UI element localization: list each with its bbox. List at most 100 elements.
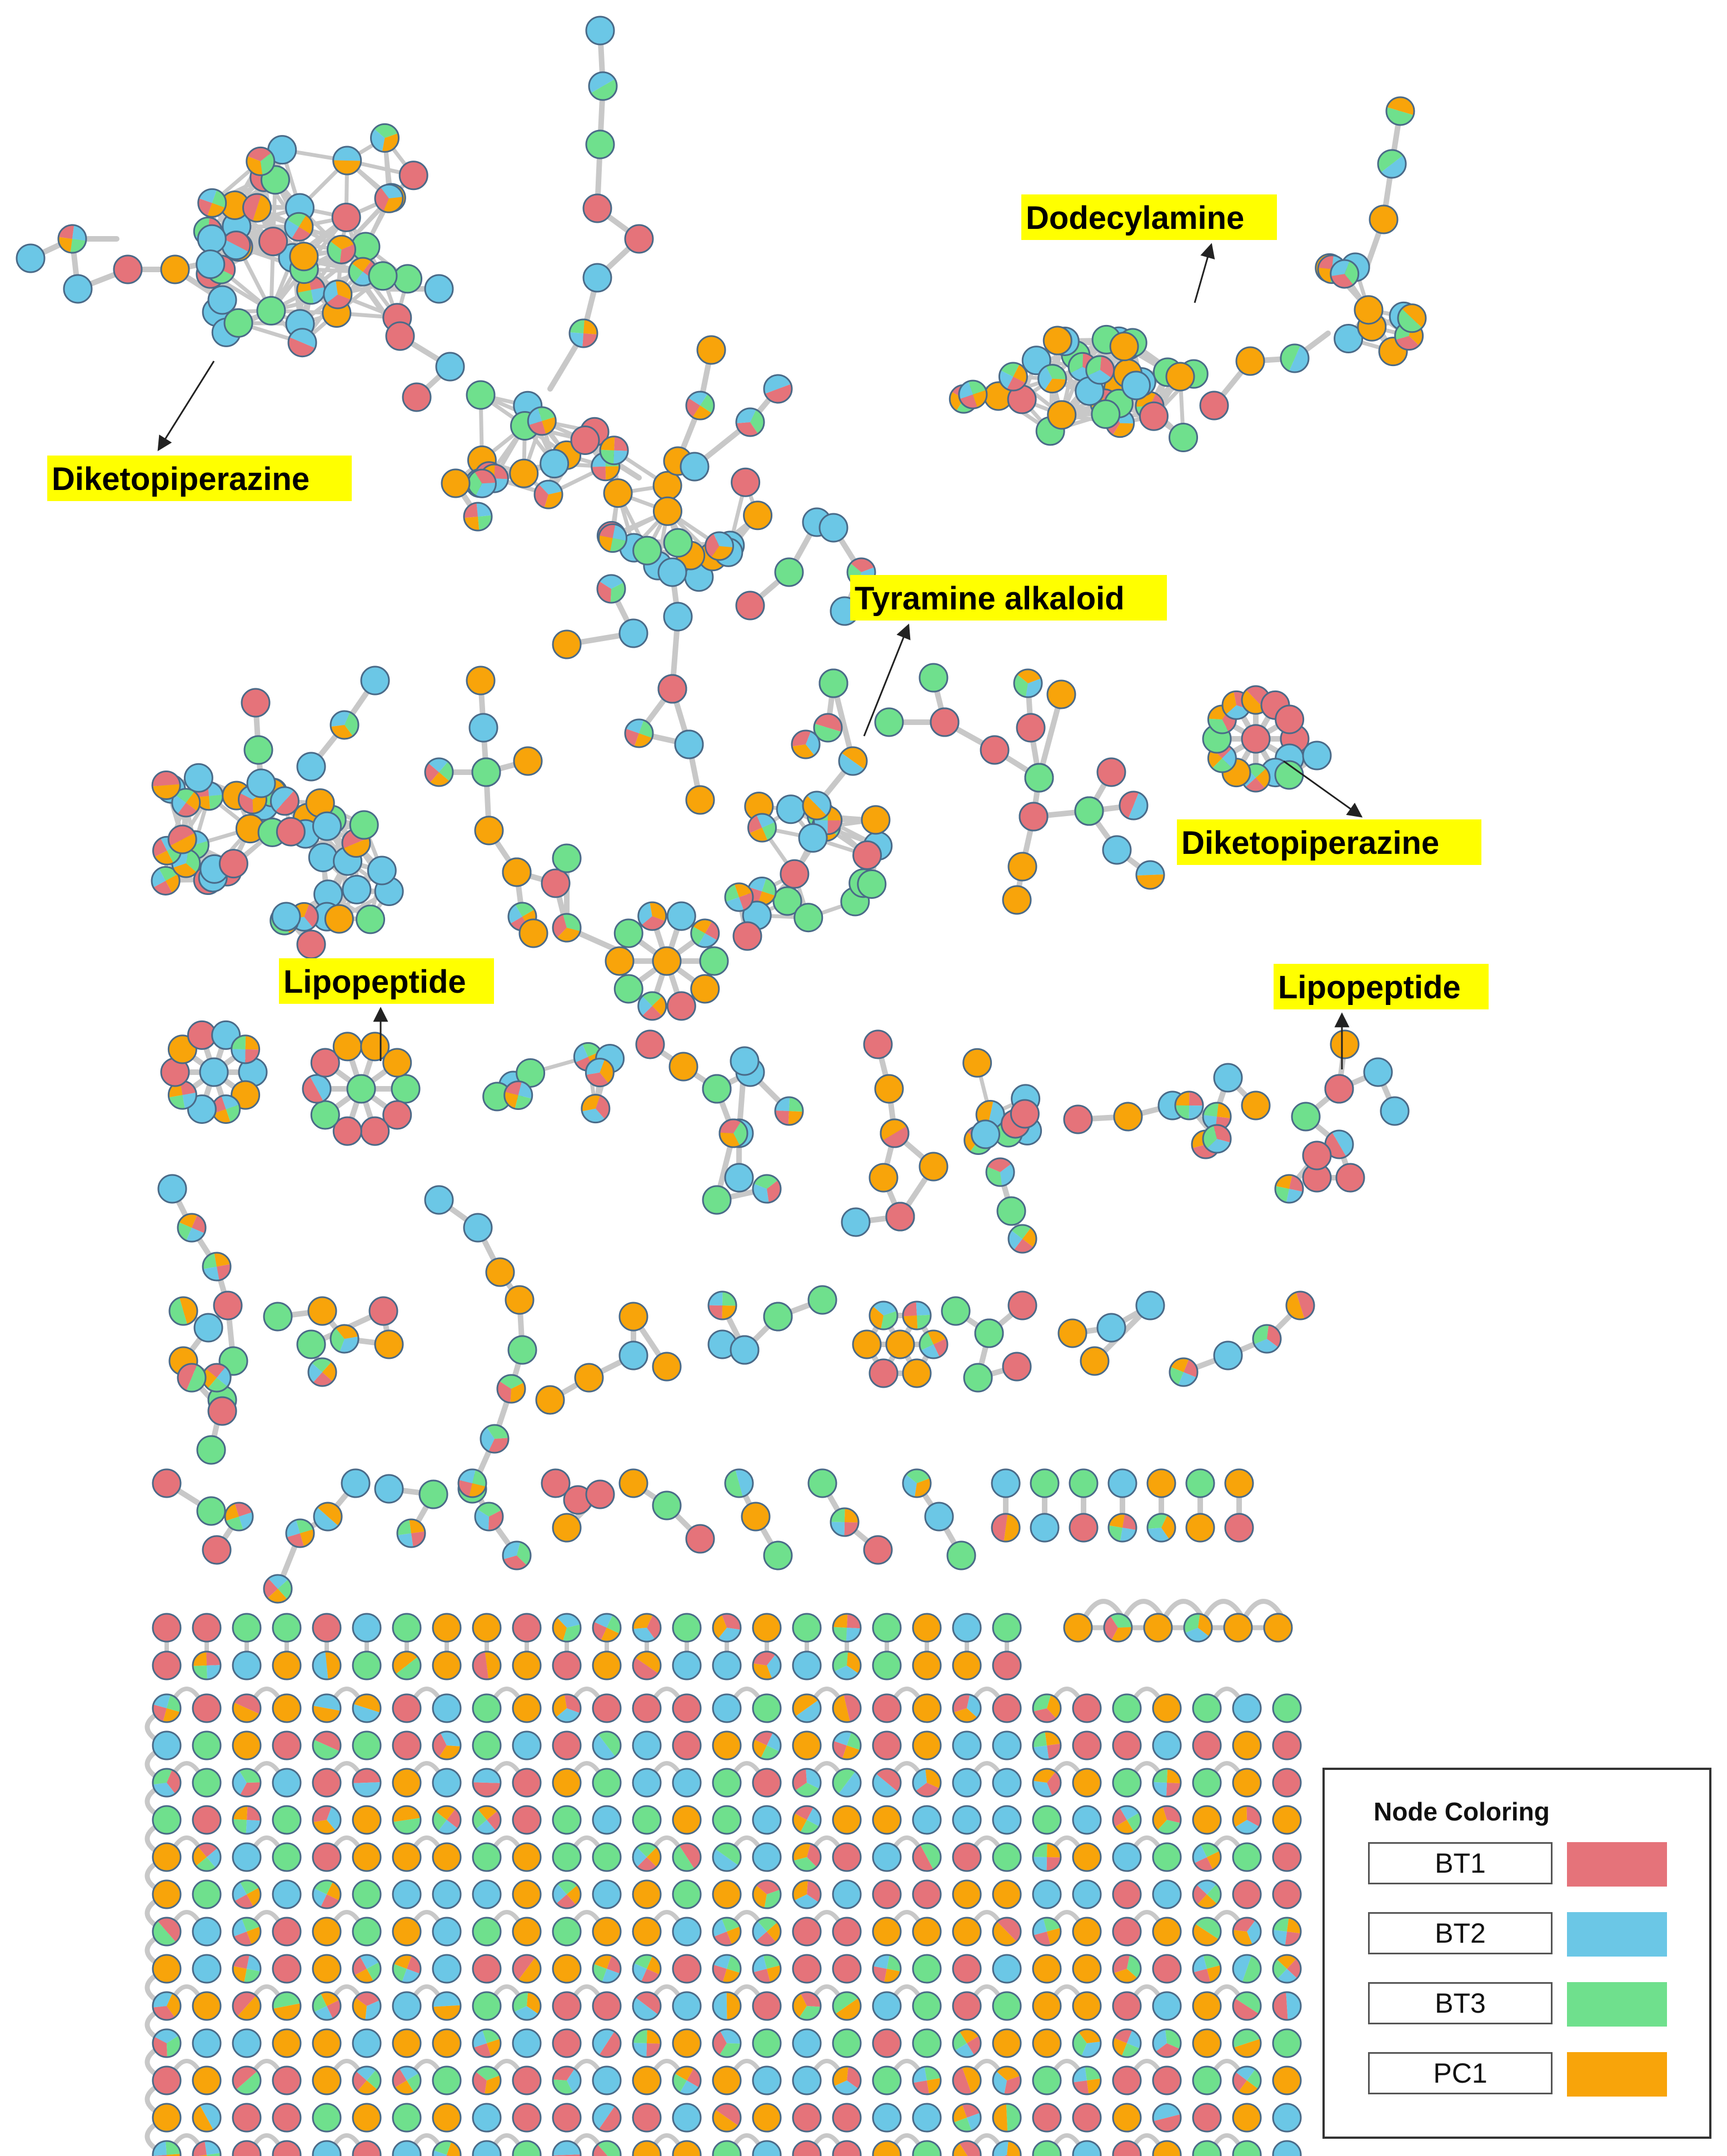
network-node [605,946,635,976]
network-node [424,274,454,304]
network-node [1152,1805,1182,1835]
network-node [652,496,682,526]
network-node [690,974,720,1004]
network-node [1007,852,1037,882]
network-node [832,1730,862,1760]
network-node [880,1118,910,1148]
network-node [192,1768,222,1798]
network-node [672,2140,702,2156]
network-node [324,904,354,934]
network-node [393,264,423,294]
network-node [310,1100,340,1130]
network-node [241,688,271,718]
network-node [952,1768,982,1798]
network-node [632,1730,662,1760]
network-edge [973,2133,1001,2146]
network-node [1010,1099,1040,1129]
network-node [463,1213,493,1243]
network-node [1072,1693,1102,1723]
network-node [992,1805,1022,1835]
network-node [1112,1730,1142,1760]
network-node [1152,1917,1182,1947]
network-node [732,921,762,951]
network-node [1152,2140,1182,2156]
network-node [792,1768,822,1798]
network-edge [733,2059,761,2072]
network-node [603,478,633,508]
network-node [207,285,237,315]
legend-swatch [1567,2052,1667,2097]
network-node [540,449,570,479]
network-node [432,2140,462,2156]
network-node [310,1048,340,1078]
network-node [1112,2103,1142,2133]
network-node [730,1335,760,1365]
network-node [535,1385,565,1415]
network-node [763,1302,793,1332]
network-node [151,771,181,801]
network-node [272,1613,302,1643]
network-node [1019,802,1049,832]
network-node [392,2103,422,2133]
network-node [232,1842,262,1872]
network-node [952,1650,982,1680]
annotation-diketopiperazine-2: Diketopiperazine [1177,760,1481,865]
network-edge [733,1687,761,1699]
network-node [552,2140,582,2156]
network-node [1152,1879,1182,1909]
network-node [192,1879,222,1909]
network-node [152,2065,182,2095]
network-node [1047,400,1077,430]
network-node [672,1879,702,1909]
network-node [326,234,356,264]
network-node [192,1613,222,1643]
network-edge [1053,1835,1081,1848]
network-node [232,1917,262,1947]
network-node [712,1879,742,1909]
network-node [463,502,493,532]
network-node [352,1693,382,1723]
network-node [912,1842,942,1872]
network-node [1330,1029,1360,1059]
network-edge [333,1984,361,1997]
network-edge [1081,1599,1126,1622]
network-node [1199,391,1229,421]
network-node [730,1046,760,1076]
network-node [1363,1057,1393,1087]
network-node [1232,1693,1262,1723]
network-node [618,1302,648,1332]
network-node [435,352,465,382]
network-node [1232,1879,1262,1909]
network-node [552,2103,582,2133]
network-node [872,1768,902,1798]
network-node [472,2103,502,2133]
network-node [512,1613,542,1643]
network-node [1354,295,1384,325]
network-node [1007,1224,1037,1254]
network-node [672,1768,702,1798]
network-node [330,1324,360,1354]
network-node [1112,2065,1142,2095]
network-node [1032,1805,1062,1835]
network-node [367,856,397,886]
network-node [192,1991,222,2021]
network-edge [813,1910,841,1923]
network-edge [253,1984,281,1997]
network-node [1112,1805,1142,1835]
network-node [352,1842,382,1872]
network-node [552,1991,582,2021]
network-node [912,2140,942,2156]
network-node [1280,343,1310,373]
network-node [869,1300,899,1330]
network-node [1192,1991,1222,2021]
network-node [613,918,643,948]
network-node [1096,757,1126,787]
network-node [724,1468,754,1498]
legend-swatch [1567,1912,1667,1957]
network-node [271,902,301,932]
network-node [472,1954,502,1984]
network-node [474,1502,504,1532]
network-node [872,2140,902,2156]
network-node [685,785,715,815]
